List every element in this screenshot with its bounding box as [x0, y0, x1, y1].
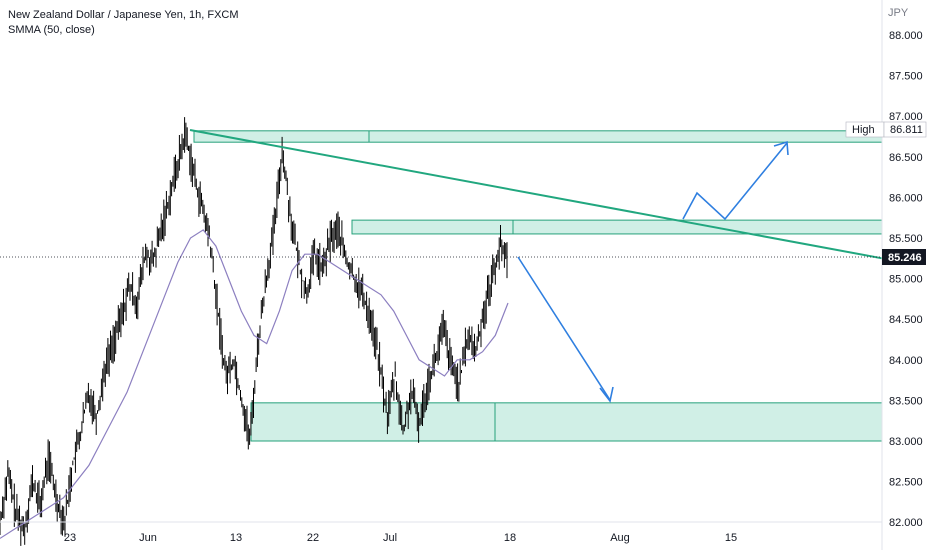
y-tick-label: 83.000 [889, 436, 923, 448]
y-tick-label: 87.500 [889, 71, 923, 83]
zone-rect [351, 219, 883, 235]
high-value: 86.811 [890, 124, 923, 136]
indicator-label: SMMA (50, close) [8, 24, 95, 36]
y-tick-label: 86.000 [889, 192, 923, 204]
bearish-arrow [517, 256, 611, 401]
smma-layer [0, 229, 509, 539]
high-label: High [852, 124, 875, 136]
price-tag: 85.246 [882, 249, 926, 265]
zone-rect [193, 130, 883, 143]
y-tick-label: 87.000 [889, 111, 923, 123]
y-tick-label: 82.500 [889, 477, 923, 489]
price-tag-value: 85.246 [888, 252, 922, 264]
y-tick-label: 82.000 [889, 517, 923, 529]
bullish-arrowhead [773, 140, 789, 156]
x-tick-label: 18 [504, 532, 516, 544]
time-axis: 23 Jun 13 22 Jul 18 Aug 15 [64, 532, 737, 544]
x-tick-label: Jul [383, 532, 397, 544]
chart-legend: New Zealand Dollar / Japanese Yen, 1h, F… [8, 8, 239, 38]
x-tick-label: 22 [307, 532, 319, 544]
price-axis: 88.000 87.500 87.000 86.500 86.000 85.500 85.0… [889, 30, 923, 529]
trendline [189, 129, 883, 260]
plot-area[interactable] [0, 0, 882, 522]
currency-label: JPY [888, 7, 909, 19]
bearish-arrowhead [599, 386, 614, 403]
x-tick-label: 13 [230, 532, 242, 544]
bullish-arrow [682, 142, 788, 221]
zone-rect [250, 402, 883, 442]
x-tick-label: 23 [64, 532, 76, 544]
smma-line [0, 229, 509, 539]
y-tick-label: 83.500 [889, 395, 923, 407]
arrows-layer [517, 140, 789, 403]
symbol-title: New Zealand Dollar / Japanese Yen, 1h, F… [8, 9, 239, 21]
y-tick-label: 86.500 [889, 152, 923, 164]
candles-layer [0, 117, 508, 546]
y-tick-label: 84.500 [889, 314, 923, 326]
x-tick-label: Aug [610, 532, 630, 544]
y-tick-label: 85.000 [889, 274, 923, 286]
y-tick-label: 85.500 [889, 233, 923, 245]
y-tick-label: 88.000 [889, 30, 923, 42]
x-tick-label: 15 [725, 532, 737, 544]
trendline-layer [189, 129, 883, 260]
high-label-group: High 86.811 [845, 121, 927, 138]
y-tick-label: 84.000 [889, 355, 923, 367]
x-tick-label: Jun [139, 532, 157, 544]
